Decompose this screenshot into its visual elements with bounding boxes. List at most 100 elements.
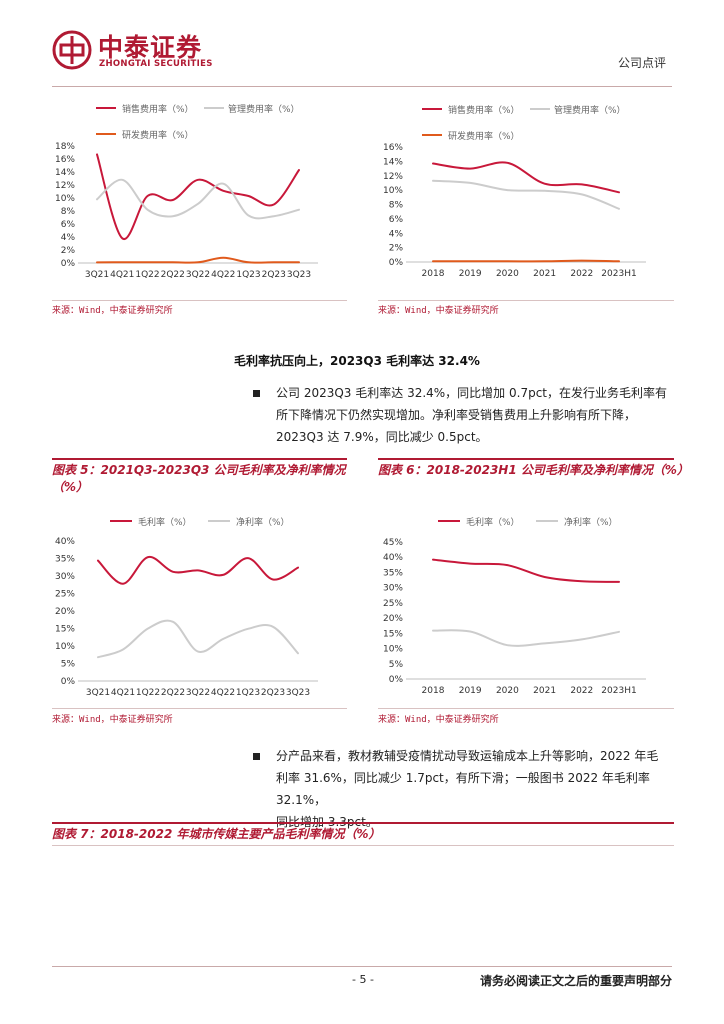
y-tick-label: 15%	[383, 629, 403, 639]
x-tick-label: 2020	[496, 269, 519, 279]
x-tick-label: 1Q23	[236, 270, 260, 280]
paragraph-margin: 公司 2023Q3 毛利率达 32.4%，同比增加 0.7pct，在发行业务毛利…	[276, 382, 676, 448]
source-fig3: 来源：Wind，中泰证券研究所	[52, 306, 173, 316]
x-tick-label: 2Q23	[262, 270, 286, 280]
legend-swatch	[96, 133, 116, 135]
fig-title-rule	[378, 458, 674, 460]
legend-label: 研发费用率（%）	[122, 131, 194, 141]
legend-swatch	[96, 107, 116, 109]
divider	[52, 845, 674, 846]
x-tick-label: 3Q23	[286, 688, 310, 698]
x-tick-label: 4Q22	[211, 688, 235, 698]
chart-box-fig3: 销售费用率（%） 管理费用率（%） 研发费用率（%） 0% 2% 4% 6% 8% 10%…	[52, 95, 347, 300]
series-line	[432, 161, 620, 194]
y-tick-label: 25%	[383, 599, 403, 609]
doc-type: 公司点评	[617, 56, 666, 70]
divider	[52, 708, 347, 709]
y-tick-label: 10%	[383, 186, 403, 196]
company-name-cn: 中泰证券	[98, 33, 203, 62]
y-tick-label: 40%	[383, 553, 403, 563]
chart-box-fig6: 毛利率（%） 净利率（%） 0% 5% 10% 15% 20% 25% 30% 35% 40% 4…	[378, 505, 674, 705]
legend-label: 管理费用率（%）	[554, 106, 626, 116]
y-tick-label: 35%	[383, 568, 403, 578]
footer-rule	[52, 966, 672, 967]
chart-box-fig5: 毛利率（%） 净利率（%） 0% 5% 10% 15% 20% 25% 30% 35% 40% 3…	[52, 505, 347, 705]
x-tick-label: 2019	[459, 269, 482, 279]
legend-label: 净利率（%）	[564, 518, 618, 528]
y-tick-label: 30%	[55, 572, 75, 582]
y-tick-label: 0%	[389, 675, 404, 685]
series-line	[97, 619, 299, 659]
y-tick-label: 30%	[383, 584, 403, 594]
y-tick-label: 6%	[61, 220, 76, 230]
y-tick-label: 12%	[383, 172, 403, 182]
x-tick-label: 2Q22	[161, 688, 185, 698]
legend-label: 销售费用率（%）	[448, 106, 520, 116]
divider	[52, 300, 347, 301]
x-tick-label: 3Q21	[85, 270, 109, 280]
legend-swatch	[110, 520, 132, 522]
x-tick-label: 2021	[533, 269, 556, 279]
y-tick-label: 5%	[389, 660, 404, 670]
para-line: 2023Q3 达 7.9%，同比减少 0.5pct。	[276, 430, 488, 444]
x-tick-label: 3Q22	[186, 270, 210, 280]
chart-fig3: 0%2%4%6%8%10%12%14%16%18%3Q21 4Q21 1Q22 2Q2…	[55, 142, 318, 280]
legend-label: 管理费用率（%）	[228, 105, 300, 115]
y-tick-label: 14%	[55, 168, 75, 178]
legend-label: 研发费用率（%）	[448, 132, 520, 142]
legend-label: 毛利率（%）	[466, 518, 520, 528]
x-tick-label: 3Q21	[86, 688, 110, 698]
y-tick-label: 10%	[55, 642, 75, 652]
x-tick-label: 2022	[570, 269, 593, 279]
y-tick-label: 35%	[55, 555, 75, 565]
y-tick-label: 20%	[383, 614, 403, 624]
x-tick-label: 4Q21	[110, 270, 134, 280]
y-tick-label: 4%	[389, 229, 404, 239]
chart-box-fig4: 销售费用率（%） 管理费用率（%） 研发费用率（%） 0% 2% 4% 6% 8% 10%…	[378, 95, 674, 300]
series-line	[97, 556, 299, 585]
para-line: 所下降情况下仍然实现增加。净利率受销售费用上升影响有所下降，	[276, 408, 637, 422]
y-tick-label: 8%	[389, 201, 404, 211]
y-tick-label: 25%	[55, 590, 75, 600]
y-tick-label: 0%	[389, 258, 404, 268]
x-tick-label: 2019	[459, 686, 482, 696]
y-tick-label: 8%	[61, 207, 76, 217]
x-tick-label: 2018	[422, 686, 445, 696]
fig5-title: 图表 5：2021Q3-2023Q3 公司毛利率及净利率情况（%）	[52, 463, 346, 494]
y-tick-label: 12%	[55, 181, 75, 191]
x-tick-label: 3Q22	[186, 688, 210, 698]
y-tick-label: 2%	[389, 244, 404, 254]
y-tick-label: 14%	[383, 157, 403, 167]
fig7-title: 图表 7：2018-2022 年城市传媒主要产品毛利率情况（%）	[52, 827, 381, 841]
y-tick-label: 4%	[61, 233, 76, 243]
x-tick-label: 2Q22	[161, 270, 185, 280]
y-tick-label: 16%	[55, 155, 75, 165]
y-tick-label: 2%	[61, 246, 76, 256]
logo-icon	[52, 30, 92, 70]
legend-label: 销售费用率（%）	[122, 105, 194, 115]
y-tick-label: 40%	[55, 537, 75, 547]
y-tick-label: 10%	[383, 645, 403, 655]
header-rule	[52, 86, 672, 87]
series-line	[432, 629, 620, 647]
paragraph-product: 分产品来看，教材教辅受疫情扰动导致运输成本上升等影响，2022 年毛 利率 31…	[276, 745, 676, 833]
legend-swatch	[204, 107, 224, 109]
fig-title-rule	[52, 458, 347, 460]
legend-swatch	[208, 520, 230, 522]
legend-swatch	[536, 520, 558, 522]
x-tick-label: 2Q23	[261, 688, 285, 698]
series-line	[96, 256, 300, 264]
para-line: 公司 2023Q3 毛利率达 32.4%，同比增加 0.7pct，在发行业务毛利…	[276, 386, 668, 400]
x-tick-label: 4Q22	[211, 270, 235, 280]
section-heading: 毛利率抗压向上，2023Q3 毛利率达 32.4%	[234, 354, 480, 368]
legend-swatch	[438, 520, 460, 522]
y-tick-label: 6%	[389, 215, 404, 225]
bullet-icon	[253, 390, 260, 397]
divider	[378, 708, 674, 709]
x-tick-label: 4Q21	[111, 688, 135, 698]
y-tick-label: 0%	[61, 677, 76, 687]
chart-fig6: 0% 5% 10% 15% 20% 25% 30% 35% 40% 45% 2018 2019 2020…	[383, 538, 646, 696]
y-tick-label: 45%	[383, 538, 403, 548]
x-tick-label: 3Q23	[287, 270, 311, 280]
y-tick-label: 20%	[55, 607, 75, 617]
